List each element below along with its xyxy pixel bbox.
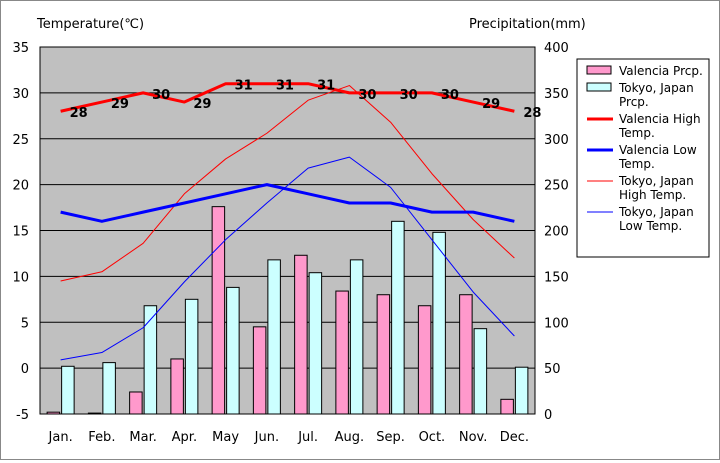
legend-label-line: High Temp.	[619, 188, 686, 202]
data-label: 30	[441, 88, 459, 103]
data-label: 31	[317, 79, 335, 94]
bar-marks	[46, 206, 529, 415]
data-label: 30	[358, 88, 376, 103]
series-line	[60, 183, 515, 223]
bar	[473, 328, 488, 415]
data-label: 29	[193, 97, 211, 112]
data-label: 31	[235, 79, 253, 94]
legend-label: Valencia Prcp.	[619, 64, 703, 78]
left-tick-label: 0	[21, 362, 29, 377]
series-line	[60, 85, 515, 282]
data-label: 28	[70, 106, 88, 121]
bar	[391, 220, 405, 415]
bar	[184, 298, 199, 415]
legend-swatch	[586, 65, 612, 75]
right-tick-label: 100	[544, 316, 569, 331]
legend-label: Tokyo, Japan Low Temp.	[618, 205, 694, 233]
data-labels: 28 29 30 29 31 31 31 30 30 30 29 28	[70, 79, 542, 122]
legend-box	[576, 58, 710, 258]
bar	[170, 358, 184, 415]
bar	[61, 365, 75, 415]
left-tick-label: 10	[12, 270, 29, 285]
series-line	[60, 82, 515, 113]
legend: Valencia Prcp.Tokyo, Japan Prcp.Valencia …	[576, 58, 710, 258]
legend-label: Valencia High Temp.	[618, 112, 701, 140]
legend-label-line: Tokyo, Japan	[618, 174, 694, 188]
legend-label-line: Prcp.	[619, 95, 649, 109]
right-axis-label: Precipitation(mm)	[469, 17, 586, 32]
x-tick-label: Oct.	[419, 430, 446, 445]
bar	[459, 294, 473, 415]
left-tick-label: 25	[12, 133, 29, 148]
legend-label-line: Temp.	[618, 126, 655, 140]
left-tick-label: 30	[12, 87, 29, 102]
x-tick-label: Dec.	[500, 430, 529, 445]
right-tick-label: 350	[544, 87, 569, 102]
x-tick-label: Jan.	[48, 430, 73, 445]
data-label: 30	[400, 88, 418, 103]
line-marks	[60, 82, 515, 361]
right-tick-label: 50	[544, 362, 561, 377]
bar	[308, 272, 323, 415]
right-tick-label: 300	[544, 133, 569, 148]
bar	[226, 286, 240, 415]
right-tick-label: 200	[544, 225, 569, 240]
legend-label-line: Valencia Prcp.	[619, 64, 703, 78]
legend-label-line: Valencia High	[619, 112, 701, 126]
left-tick-label: 35	[12, 41, 29, 56]
left-tick-label: 5	[21, 316, 29, 331]
data-label: 28	[523, 106, 541, 121]
bar	[376, 294, 391, 415]
x-tick-label: Mar.	[129, 430, 156, 445]
data-label: 31	[276, 79, 294, 94]
bar	[129, 391, 143, 415]
legend-label-line: Temp.	[618, 157, 655, 171]
legend-label-line: Valencia Low	[619, 143, 697, 157]
bar	[143, 305, 158, 415]
left-tick-label: 15	[12, 225, 29, 240]
bar	[432, 231, 446, 415]
data-label: 30	[152, 88, 170, 103]
x-tick-label: Apr.	[172, 430, 197, 445]
data-label: 29	[111, 97, 129, 112]
right-tick-label: 0	[544, 408, 552, 423]
axis-ticks: -505101520253035050100150200250300350400…	[12, 41, 568, 445]
x-tick-label: Feb.	[88, 430, 115, 445]
legend-label-line: Tokyo, Japan	[618, 205, 694, 219]
legend-label: Tokyo, Japan Prcp.	[618, 81, 694, 109]
legend-label-line: Low Temp.	[619, 219, 682, 233]
bar	[252, 326, 267, 415]
x-tick-label: Aug.	[335, 430, 365, 445]
series-line	[60, 156, 515, 361]
bar	[500, 398, 514, 415]
bar	[417, 305, 432, 415]
legend-label-line: Tokyo, Japan	[618, 81, 694, 95]
bar	[335, 290, 349, 415]
left-axis-label: Temperature(℃)	[36, 17, 144, 32]
x-tick-label: Jun.	[254, 430, 279, 445]
left-tick-label: 20	[12, 179, 29, 194]
bar	[211, 206, 226, 415]
legend-label: Tokyo, Japan High Temp.	[618, 174, 694, 202]
x-tick-label: Nov.	[459, 430, 488, 445]
bar	[514, 366, 529, 415]
right-tick-label: 250	[544, 179, 569, 194]
bar	[102, 362, 116, 415]
plot-border	[39, 46, 536, 415]
x-tick-label: Jul.	[297, 430, 318, 445]
right-tick-label: 150	[544, 270, 569, 285]
x-tick-label: Sep.	[376, 430, 405, 445]
left-tick-label: -5	[16, 408, 29, 423]
x-tick-label: May	[212, 430, 239, 445]
bar	[294, 254, 308, 415]
right-tick-label: 400	[544, 41, 569, 56]
legend-swatch	[586, 82, 612, 92]
legend-label: Valencia Low Temp.	[618, 143, 697, 171]
data-label: 29	[482, 97, 500, 112]
bar	[349, 259, 364, 415]
bar	[267, 259, 281, 415]
